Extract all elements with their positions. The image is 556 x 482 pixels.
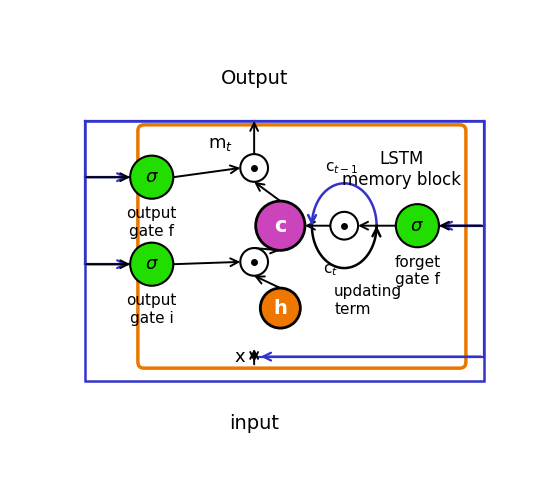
Text: c$_t$: c$_t$ <box>322 263 337 279</box>
Text: $\sigma$: $\sigma$ <box>145 168 158 186</box>
Circle shape <box>130 242 173 286</box>
Text: h: h <box>274 298 287 318</box>
Text: $\sigma$: $\sigma$ <box>410 217 424 235</box>
Text: LSTM
memory block: LSTM memory block <box>342 150 461 189</box>
Circle shape <box>240 154 268 182</box>
Text: output
gate i: output gate i <box>127 294 177 326</box>
Text: forget
gate f: forget gate f <box>394 255 440 287</box>
Text: c$_{t-1}$: c$_{t-1}$ <box>325 160 359 175</box>
Text: input: input <box>229 414 279 432</box>
Circle shape <box>330 212 358 240</box>
Text: Output: Output <box>220 69 288 88</box>
Text: c: c <box>274 216 286 236</box>
Circle shape <box>240 248 268 276</box>
Text: output
gate f: output gate f <box>127 206 177 239</box>
Text: $\sigma$: $\sigma$ <box>145 255 158 273</box>
Text: x: x <box>234 348 245 366</box>
Circle shape <box>396 204 439 247</box>
Text: m$_t$: m$_t$ <box>207 134 232 152</box>
Text: updating
term: updating term <box>334 284 403 317</box>
Circle shape <box>256 201 305 250</box>
Circle shape <box>260 288 300 328</box>
Circle shape <box>130 156 173 199</box>
